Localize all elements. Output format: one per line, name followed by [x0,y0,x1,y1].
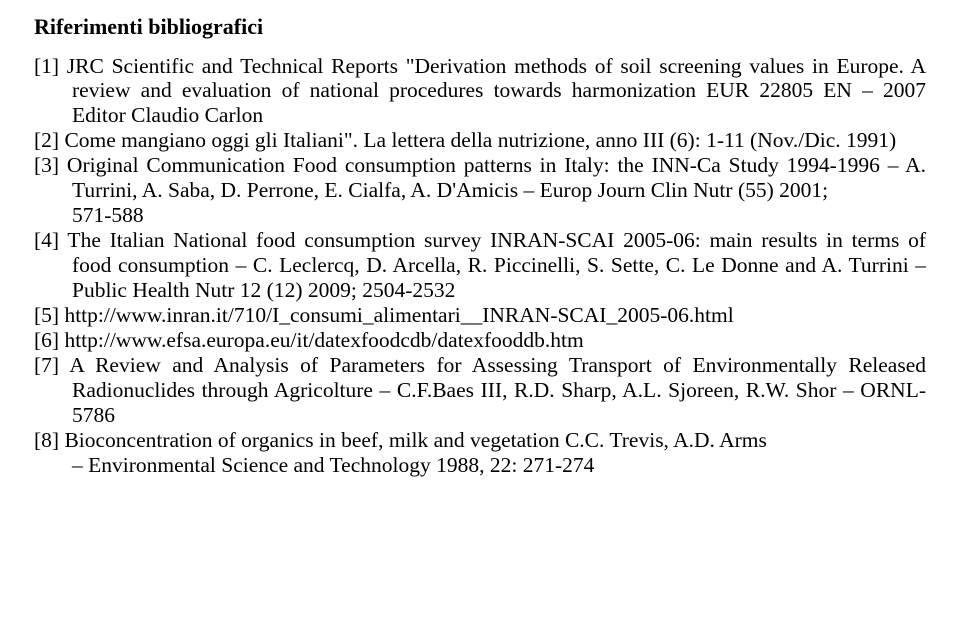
reference-item-cont: – Environmental Science and Technology 1… [34,453,926,478]
page: Riferimenti bibliografici [1] JRC Scient… [0,0,960,477]
section-title: Riferimenti bibliografici [34,14,926,40]
reference-item: [4] The Italian National food consumptio… [34,228,926,303]
reference-item: [1] JRC Scientific and Technical Reports… [34,54,926,129]
reference-item: [3] Original Communication Food consumpt… [34,153,926,203]
reference-item: [6] http://www.efsa.europa.eu/it/datexfo… [34,328,926,353]
reference-item: [5] http://www.inran.it/710/I_consumi_al… [34,303,926,328]
reference-list: [1] JRC Scientific and Technical Reports… [34,54,926,478]
reference-item-cont: 571-588 [34,203,926,228]
reference-item: [2] Come mangiano oggi gli Italiani". La… [34,128,926,153]
reference-item: [8] Bioconcentration of organics in beef… [34,428,926,453]
reference-item: [7] A Review and Analysis of Parameters … [34,353,926,428]
